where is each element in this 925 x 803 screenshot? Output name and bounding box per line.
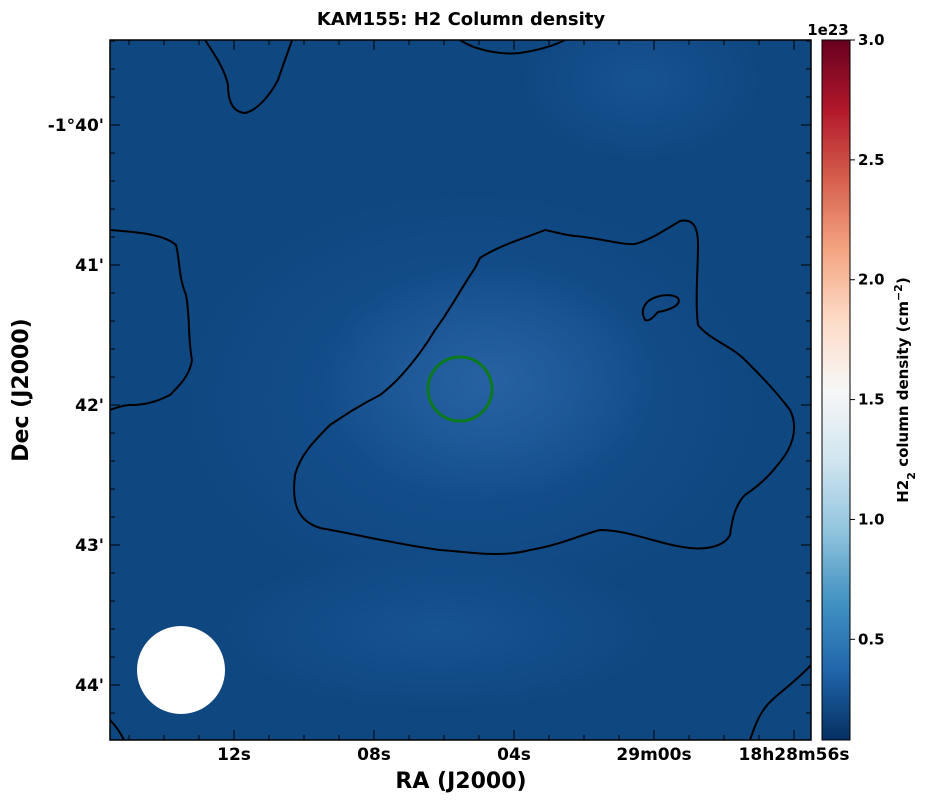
colorbar-label-main: H2: [894, 480, 912, 503]
y-tick-label: -1°40': [48, 116, 104, 136]
colorbar-ticks: 0.5 1.0 1.5 2.0 2.5 3.0: [850, 31, 885, 648]
contour-west: [110, 229, 194, 411]
beam-ellipse: [137, 626, 225, 714]
x-tick-label: 18h28m56s: [739, 745, 850, 765]
colorbar: 1e23 0.5 1.0 1.5 2.0 2.5 3.0 H22 column densi…: [807, 21, 918, 741]
contour-north-east: [459, 40, 566, 55]
colorbar-tick-label: 1.0: [858, 510, 885, 528]
contour-main: [293, 219, 796, 556]
y-tick-label: 41': [75, 256, 104, 276]
contour-north: [204, 40, 293, 115]
colorbar-label: H22 column density (cm−2): [892, 277, 918, 502]
x-tick-label: 29m00s: [616, 745, 691, 765]
contour-small-clump: [641, 294, 680, 322]
contour-south-east: [749, 664, 811, 740]
y-axis-label: Dec (J2000): [9, 318, 34, 461]
colorbar-tick-label: 3.0: [858, 31, 885, 49]
colorbar-tick-label: 0.5: [858, 630, 885, 648]
colorbar-tick-label: 2.5: [858, 151, 885, 169]
x-tick-label: 04s: [497, 745, 531, 765]
colorbar-tick-label: 2.0: [858, 271, 885, 289]
chart-title: KAM155: H2 Column density: [317, 9, 605, 30]
colorbar-label-sub: 2: [905, 472, 918, 480]
colorbar-label-close: ): [894, 277, 912, 284]
x-axis-label: RA (J2000): [395, 769, 526, 794]
contour-south-west: [110, 719, 125, 740]
column-density-map: [110, 40, 811, 740]
colorbar-offset-text: 1e23: [807, 21, 848, 39]
axis-ticks: [110, 40, 811, 740]
y-tick-labels: -1°40' 41' 42' 43' 44': [48, 116, 104, 696]
y-tick-label: 42': [75, 396, 104, 416]
x-tick-label: 08s: [357, 745, 391, 765]
colorbar-gradient: [821, 39, 851, 741]
plot-frame: [109, 39, 812, 741]
source-marker-circle: [426, 355, 494, 423]
y-tick-label: 43': [75, 536, 104, 556]
x-tick-labels: 12s 08s 04s 29m00s 18h28m56s: [217, 745, 849, 765]
y-tick-label: 44': [75, 676, 104, 696]
colorbar-label-sup: −2: [892, 284, 905, 301]
colorbar-tick-label: 1.5: [858, 391, 885, 409]
colorbar-label-rest: column density (cm: [894, 301, 912, 472]
map-diffuse-emission-south: [220, 550, 660, 710]
map-diffuse-emission-north: [520, 40, 760, 160]
x-tick-label: 12s: [217, 745, 251, 765]
